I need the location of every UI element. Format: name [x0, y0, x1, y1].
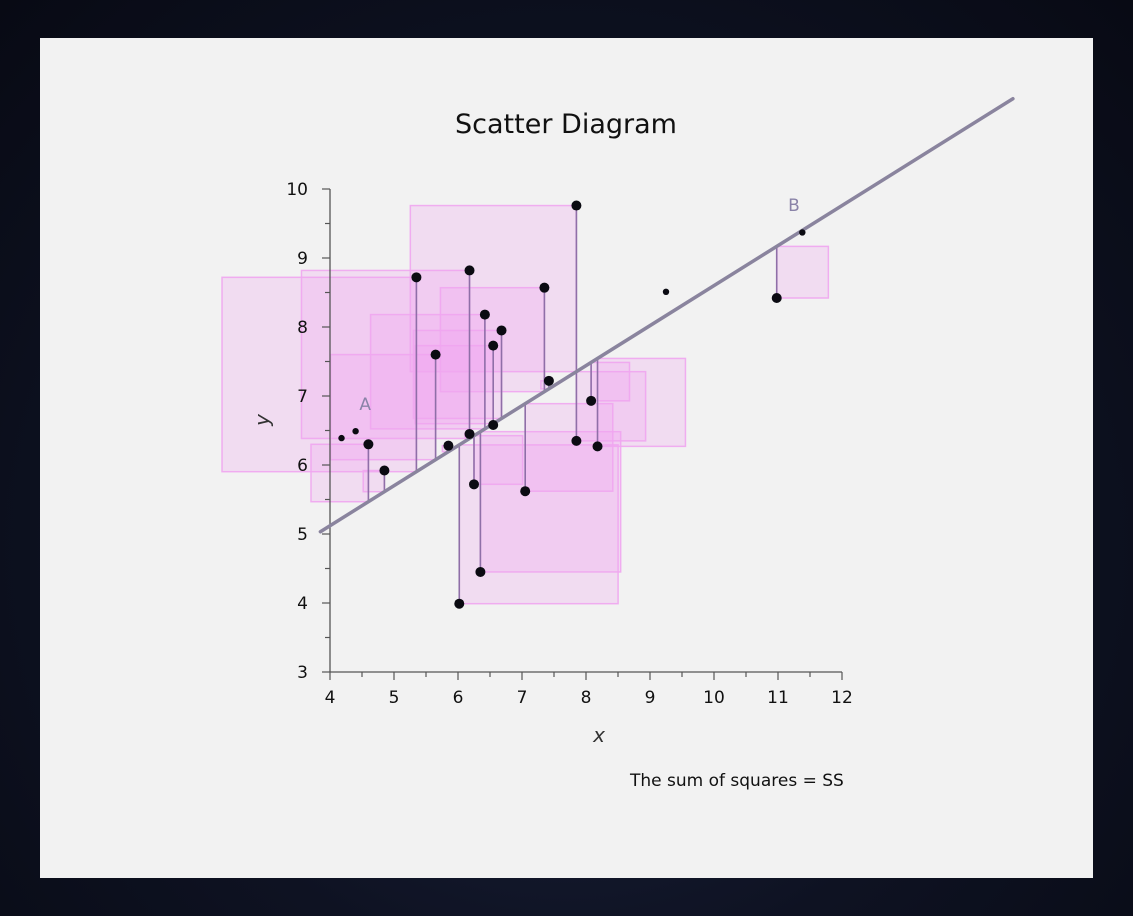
residual-square-1: [310, 443, 370, 503]
residual-square-22: [775, 245, 830, 299]
x-tick-label-11: 11: [767, 688, 789, 708]
x-tick-label-5: 5: [389, 688, 400, 708]
data-point-18: [571, 200, 582, 211]
point-label-B: B: [788, 196, 800, 216]
x-tick-label-10: 10: [703, 688, 725, 708]
residual-square-10: [479, 430, 622, 573]
y-tick-label-5: 5: [297, 525, 308, 545]
residual-square-9: [473, 434, 524, 486]
y-tick-label-7: 7: [297, 387, 308, 407]
x-tick-label-12: 12: [831, 688, 853, 708]
residual-lines: [367, 205, 778, 604]
data-point-22: [771, 293, 782, 304]
residual-square-6: [458, 444, 619, 605]
data-point-15: [520, 486, 531, 497]
data-points: AB: [338, 196, 806, 609]
residual-square-21: [596, 357, 687, 448]
y-tick-label-6: 6: [297, 456, 308, 476]
data-point-10: [475, 566, 486, 577]
data-point-7: [464, 265, 475, 276]
data-point-19: [571, 435, 582, 446]
chart-title: Scatter Diagram: [455, 109, 677, 140]
data-point-3: [411, 272, 422, 283]
y-axis-title: y: [250, 413, 274, 427]
y-tick-label-10: 10: [286, 180, 308, 200]
data-point-21: [592, 441, 603, 452]
data-point-6: [454, 598, 465, 609]
line-point-4: [799, 229, 806, 236]
x-tick-label-4: 4: [325, 688, 336, 708]
data-point-9: [469, 479, 479, 490]
data-point-11: [479, 309, 490, 320]
axes: [322, 188, 843, 680]
data-point-2: [379, 465, 390, 476]
point-label-A: A: [359, 395, 371, 415]
data-point-4: [430, 349, 441, 360]
line-point-2: [352, 427, 359, 435]
data-point-14: [496, 325, 507, 336]
residual-square-3: [221, 276, 418, 473]
x-axis-title: x: [592, 723, 605, 747]
y-tick-label-8: 8: [297, 318, 308, 338]
y-tick-label-9: 9: [297, 249, 308, 269]
data-point-1: [363, 439, 374, 450]
data-point-20: [586, 395, 597, 406]
x-tick-label-7: 7: [517, 688, 528, 708]
residual-square-19: [575, 370, 647, 442]
x-tick-label-6: 6: [453, 688, 464, 708]
data-point-12: [488, 340, 499, 351]
line-point-3: [662, 288, 670, 296]
residual-square-12: [414, 344, 494, 425]
footnote: The sum of squares = SS: [629, 771, 844, 791]
scatter-chart: Scatter Diagram AB 4 5 6 7 8 9 10 11 12345678910…: [221, 96, 1015, 791]
y-tick-label-4: 4: [297, 594, 308, 614]
y-tick-label-3: 3: [297, 663, 308, 683]
data-point-17: [543, 375, 554, 386]
regression-line-group: [318, 96, 1015, 534]
line-point-1: [338, 434, 345, 442]
regression-line: [318, 96, 1015, 534]
data-point-13: [488, 419, 499, 430]
data-point-16: [539, 282, 550, 293]
data-point-8: [464, 428, 475, 439]
x-tick-label-9: 9: [645, 688, 656, 708]
data-point-5: [443, 440, 454, 451]
x-tick-label-8: 8: [581, 688, 592, 708]
